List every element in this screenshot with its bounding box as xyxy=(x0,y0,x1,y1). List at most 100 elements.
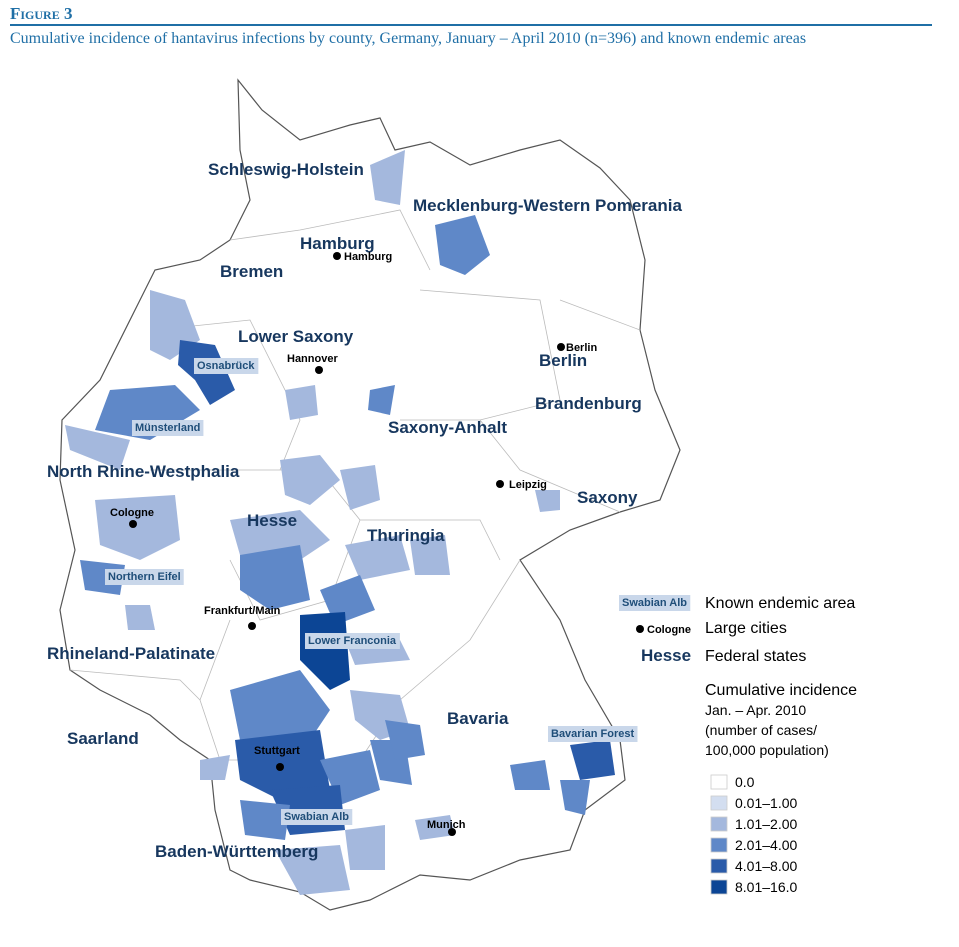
city-label: Munich xyxy=(427,819,466,831)
legend-swatch xyxy=(710,816,728,832)
region xyxy=(385,720,425,760)
region xyxy=(345,825,385,870)
label-box xyxy=(281,809,353,825)
state-label: North Rhine-Westphalia xyxy=(47,462,240,481)
region xyxy=(300,612,350,690)
city-label: Berlin xyxy=(566,342,597,354)
region xyxy=(560,780,590,815)
city-label: Leipzig xyxy=(509,479,547,491)
legend-title: Jan. – Apr. 2010 xyxy=(705,702,806,718)
state-label: Rhineland-Palatinate xyxy=(47,644,215,663)
region xyxy=(340,465,380,510)
legend-class-label: 4.01–8.00 xyxy=(735,858,797,874)
endemic-label: Swabian Alb xyxy=(284,811,349,823)
label-box xyxy=(194,358,259,374)
region xyxy=(510,760,550,790)
state-label: Brandenburg xyxy=(535,394,642,413)
legend-class-label: 8.01–16.0 xyxy=(735,879,797,895)
state-label: Baden-Württemberg xyxy=(155,842,318,861)
city-dot xyxy=(496,480,504,488)
city-label: Frankfurt/Main xyxy=(204,605,281,617)
city-dot xyxy=(557,343,565,351)
label-box xyxy=(548,726,638,742)
legend-swatch xyxy=(710,837,728,853)
region xyxy=(320,575,375,625)
state-label: Berlin xyxy=(539,351,587,370)
legend-class-label: 0.0 xyxy=(735,774,755,790)
legend-swatch xyxy=(710,774,728,790)
endemic-label: Osnabrück xyxy=(197,360,255,372)
state-label: Hesse xyxy=(247,511,297,530)
state-label: Lower Saxony xyxy=(238,327,354,346)
legend-title: (number of cases/ xyxy=(705,722,817,738)
legend-class-label: 2.01–4.00 xyxy=(735,837,797,853)
region xyxy=(370,150,405,205)
state-label: Schleswig-Holstein xyxy=(208,160,364,179)
endemic-label: Münsterland xyxy=(135,422,200,434)
state-label: Hamburg xyxy=(300,234,375,253)
city-label: Hannover xyxy=(287,353,338,365)
city-dot xyxy=(333,252,341,260)
endemic-label: Bavarian Forest xyxy=(551,728,634,740)
legend-swatch xyxy=(710,858,728,874)
city-dot xyxy=(248,622,256,630)
region xyxy=(80,560,125,595)
endemic-label: Northern Eifel xyxy=(108,571,181,583)
legend-class-label: 0.01–1.00 xyxy=(735,795,797,811)
figure-label: Figure 3 xyxy=(10,4,73,23)
region xyxy=(230,510,330,560)
region xyxy=(535,490,560,512)
legend-city-text: Large cities xyxy=(705,620,787,637)
label-box xyxy=(105,569,184,585)
region xyxy=(345,535,410,580)
state-label: Saxony-Anhalt xyxy=(388,418,507,437)
legend-city-example: Cologne xyxy=(647,624,691,636)
figure-title: Cumulative incidence of hantavirus infec… xyxy=(10,30,807,47)
state-label: Saxony xyxy=(577,488,638,507)
city-dot xyxy=(315,366,323,374)
legend-swatch xyxy=(710,795,728,811)
region xyxy=(125,605,155,630)
region xyxy=(570,740,615,780)
rule xyxy=(10,24,932,26)
region xyxy=(240,800,290,840)
endemic-label: Lower Franconia xyxy=(308,635,397,647)
region xyxy=(368,385,395,415)
region xyxy=(410,535,450,575)
legend-class-label: 1.01–2.00 xyxy=(735,816,797,832)
city-dot xyxy=(448,828,456,836)
legend-swatch xyxy=(710,879,728,895)
city-label: Cologne xyxy=(110,507,154,519)
legend-title: Cumulative incidence xyxy=(705,682,857,699)
region xyxy=(435,215,490,275)
city-dot xyxy=(129,520,137,528)
region xyxy=(230,670,330,740)
city-dot xyxy=(276,763,284,771)
legend-endemic-example: Swabian Alb xyxy=(622,597,687,609)
legend-state-text: Federal states xyxy=(705,648,806,665)
region xyxy=(65,425,130,470)
state-label: Bremen xyxy=(220,262,283,281)
legend-city-dot xyxy=(636,625,644,633)
label-box xyxy=(619,595,691,611)
legend-title: 100,000 population) xyxy=(705,742,829,758)
region xyxy=(280,455,340,505)
region xyxy=(95,385,200,440)
region xyxy=(285,385,318,420)
legend-endemic-text: Known endemic area xyxy=(705,595,855,612)
label-box xyxy=(305,633,400,649)
label-box xyxy=(132,420,204,436)
region xyxy=(200,755,230,780)
city-label: Hamburg xyxy=(344,251,392,263)
region xyxy=(240,545,310,610)
region xyxy=(275,845,350,895)
state-label: Thuringia xyxy=(367,526,445,545)
city-label: Stuttgart xyxy=(254,745,300,757)
legend-state-example: Hesse xyxy=(641,646,691,665)
region xyxy=(95,495,180,560)
region xyxy=(415,815,455,840)
state-label: Saarland xyxy=(67,729,139,748)
state-label: Mecklenburg-Western Pomerania xyxy=(413,196,682,215)
